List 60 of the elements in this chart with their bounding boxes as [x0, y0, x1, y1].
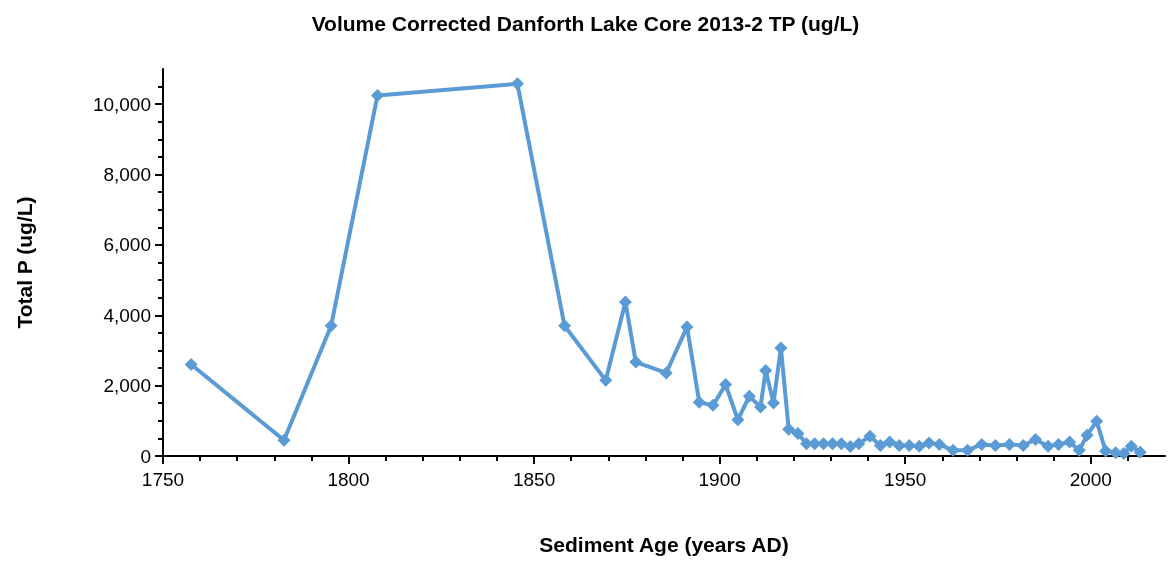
- point: [719, 378, 733, 392]
- y-axis-title: Total P (ug/L): [13, 196, 36, 329]
- point: [1124, 439, 1138, 453]
- point: [629, 355, 643, 369]
- point: [774, 341, 788, 355]
- point: [883, 435, 897, 449]
- point: [1051, 437, 1065, 451]
- point: [371, 88, 384, 102]
- point: [1080, 428, 1094, 442]
- point: [1028, 432, 1042, 446]
- y-tick-label: 6,000: [103, 234, 151, 256]
- point: [912, 439, 926, 453]
- point: [961, 443, 975, 457]
- point: [659, 366, 673, 380]
- point: [863, 429, 877, 443]
- point: [902, 438, 916, 452]
- point: [1063, 435, 1077, 449]
- point: [922, 436, 936, 450]
- x-tick-label: 2000: [1069, 469, 1112, 490]
- point: [706, 398, 720, 412]
- point: [599, 373, 613, 387]
- point: [324, 319, 338, 333]
- point: [742, 389, 756, 403]
- x-tick-label: 1800: [327, 469, 370, 490]
- point: [731, 413, 745, 427]
- x-tick-label: 1950: [884, 469, 927, 490]
- point: [1003, 437, 1016, 451]
- x-tick-label: 1900: [698, 469, 741, 490]
- y-tick-label: 0: [140, 445, 151, 467]
- point: [1072, 443, 1086, 457]
- x-tick-label: 1750: [141, 469, 185, 490]
- point: [510, 77, 524, 91]
- point: [988, 438, 1002, 452]
- x-tick-label: 1850: [512, 469, 556, 490]
- point: [946, 443, 960, 457]
- point: [892, 438, 906, 452]
- point: [1117, 447, 1131, 461]
- y-tick-label: 2,000: [103, 375, 151, 397]
- y-tick-label: 10,000: [92, 93, 151, 115]
- point: [558, 319, 572, 333]
- point: [782, 422, 796, 436]
- point: [843, 440, 857, 453]
- point: [277, 433, 291, 447]
- point: [184, 358, 198, 372]
- y-tick-label: 8,000: [103, 164, 151, 186]
- y-tick-label: 4,000: [103, 304, 151, 326]
- point: [1041, 439, 1055, 453]
- point: [1016, 438, 1030, 452]
- point: [852, 437, 866, 451]
- point: [1133, 445, 1147, 459]
- point: [692, 395, 706, 409]
- point: [1090, 414, 1104, 428]
- point: [932, 437, 946, 451]
- chart-title: Volume Corrected Danforth Lake Core 2013-2 TP (ug/L): [311, 12, 860, 35]
- x-axis-title: Sediment Age (years AD): [539, 533, 789, 556]
- point: [1099, 444, 1113, 458]
- point: [791, 426, 805, 440]
- point: [873, 438, 887, 452]
- point: [975, 437, 989, 451]
- point: [753, 400, 767, 414]
